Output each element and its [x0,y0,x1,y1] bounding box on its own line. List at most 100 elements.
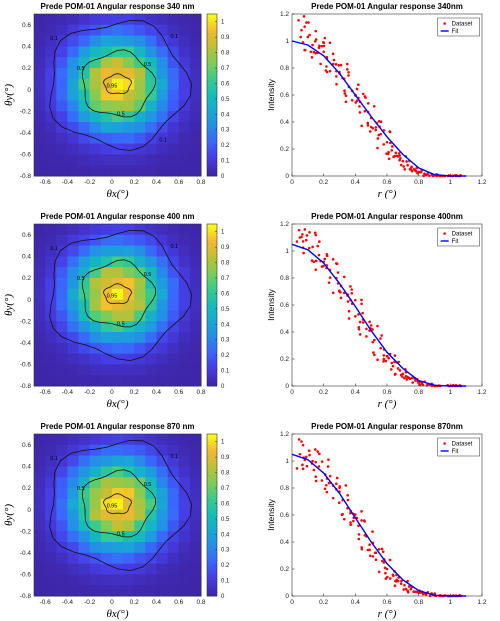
data-point [314,479,318,483]
heatmap-cell [89,299,102,311]
data-point [391,364,395,368]
scatter-panel-2: Prede POM-01 Angular response 400nm 0 0.2 0… [266,212,487,410]
heatmap-cell [123,542,135,554]
heatmap-cell [78,321,91,333]
heatmap-cell [111,245,124,257]
heatmap-cell [123,353,135,365]
legend-dataset-label: Dataset [452,232,473,238]
heatmap-cell [34,342,46,355]
x-tick-label: -0.2 [84,179,96,186]
data-point [376,358,379,362]
heatmap-cell [189,143,202,155]
data-point [318,44,321,48]
legend-dataset-label: Dataset [452,22,473,28]
data-point [387,356,391,360]
heatmap-cell [89,154,102,166]
heatmap-cell [89,245,102,257]
colorbar-segment [207,291,217,295]
y-tick-label: 1.2 [280,11,289,18]
contour-label: 0.5 [77,486,85,492]
heatmap-cell [156,46,169,58]
heatmap-cell [156,224,169,236]
colorbar-segment [207,590,217,594]
data-point [357,83,360,86]
heatmap-cell [156,563,169,575]
data-point [395,578,399,582]
heatmap-cell [67,234,80,247]
data-point [403,376,406,380]
heatmap-cell [156,488,169,500]
heatmap-cell [45,234,57,247]
data-point [314,51,318,55]
heatmap-cell [145,342,157,355]
heatmap-cell [78,585,91,597]
data-point [307,449,311,453]
heatmap-cell [89,574,102,586]
colorbar-segment [207,463,217,467]
contour-01 [49,229,192,362]
heatmap-cell [78,267,91,279]
heatmap-cell [178,132,191,145]
heatmap-cell [167,288,180,301]
heatmap-cell [134,234,146,247]
heatmap-cell [134,78,146,91]
heatmap-cell [89,364,102,376]
heatmap-cell [78,154,91,166]
colorbar-segment [207,86,217,90]
colorbar-tick-label: 1 [221,230,225,236]
heatmap-cell [134,488,146,500]
data-point [379,337,382,340]
colorbar-segment [207,442,217,446]
y-tick-label: 0.6 [22,442,31,449]
colorbar-segment [207,550,217,554]
heatmap-cell [156,375,169,387]
heatmap-cell [156,585,169,597]
data-point [365,335,368,338]
legend-dataset-marker [443,232,446,235]
y-tick-label: 0.8 [280,65,289,72]
colorbar-tick-label: 0.3 [221,128,230,134]
heatmap-cell [67,455,80,467]
heatmap-cell [156,342,169,355]
heatmap-cell [78,224,91,236]
data-point [382,561,386,564]
heatmap-cell [178,154,191,166]
data-point [299,35,302,39]
data-point [304,455,308,459]
heatmap-cell [56,111,68,123]
colorbar-tick-label: 0.8 [221,51,230,57]
heatmap-cell [100,224,113,236]
colorbar-segment [207,30,217,34]
heatmap-cell [100,444,113,457]
heatmap-cell [134,224,146,236]
data-point [354,298,357,302]
colorbar-segment [207,372,217,376]
heatmap-cell [100,35,113,47]
colorbar-segment [207,138,217,142]
colorbar-tick-label: 0 [221,384,225,390]
heatmap-cell [145,89,157,101]
heatmap-cell [111,234,124,247]
colorbar-segment [207,377,217,381]
colorbar-segment [207,97,217,101]
heatmap-cell [45,488,57,500]
data-point [338,485,341,488]
data-point [357,327,361,331]
heatmap-cell [189,165,202,177]
data-point [335,262,339,266]
data-point [368,543,371,546]
heatmap-cell [123,78,135,91]
contour-label: 0.5 [117,532,125,538]
colorbar-segment [207,105,217,109]
heatmap-cell [134,531,146,543]
heatmap-cell [34,78,46,91]
colorbar-segment [207,259,217,263]
heatmap-cell [34,520,46,532]
y-axis-label: θy(°) [3,294,15,316]
data-point [369,324,373,327]
heatmap-cell [34,585,46,597]
colorbar-tick-label: 1 [221,20,225,26]
x-tick-label: 0.8 [196,599,205,606]
data-point [357,325,361,329]
data-point [357,533,361,536]
